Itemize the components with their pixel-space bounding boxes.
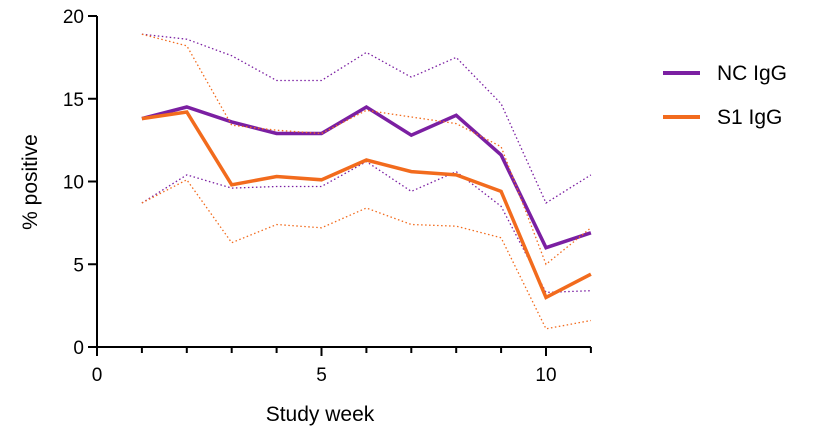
axes: 0 5 10 15 20 0 5 10 — [63, 7, 592, 386]
x-tick-label: 0 — [92, 365, 103, 386]
x-axis-ticks: 0 5 10 — [92, 347, 592, 386]
lower-ci-line — [141, 160, 591, 294]
y-tick-label: 10 — [63, 173, 84, 194]
upper-ci-line — [141, 33, 592, 204]
x-tick-label: 5 — [316, 365, 327, 386]
series-nc-igg — [141, 33, 592, 294]
y-axis-ticks: 0 5 10 15 20 — [63, 7, 97, 359]
x-axis-title: Study week — [266, 403, 375, 426]
legend-item: NC IgG — [663, 62, 787, 85]
series-line — [141, 104, 592, 250]
y-tick-label: 0 — [73, 338, 84, 359]
series-s1-igg — [141, 33, 592, 330]
y-tick-label: 5 — [73, 255, 84, 276]
y-axis-title: % positive — [19, 134, 42, 230]
legend: NC IgG S1 IgG — [663, 62, 787, 129]
x-tick-label: 10 — [535, 365, 556, 386]
plot-area — [141, 33, 592, 330]
legend-label: NC IgG — [717, 62, 787, 85]
series-line — [141, 110, 592, 300]
y-tick-label: 20 — [63, 7, 84, 28]
legend-label: S1 IgG — [717, 106, 782, 129]
legend-item: S1 IgG — [663, 106, 782, 129]
y-tick-label: 15 — [63, 90, 84, 111]
